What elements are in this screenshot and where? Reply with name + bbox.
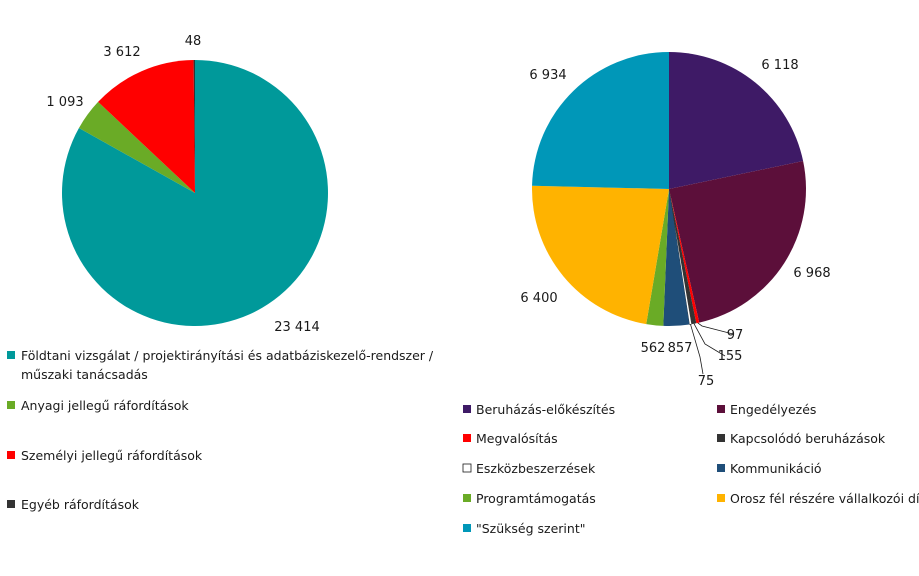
pie2-data-label-beruhazas-elokeszites: 6 118 (761, 58, 798, 73)
legend2-swatch (463, 494, 471, 502)
legend1-item-egyeb-raforditasok: Egyéb ráfordítások (7, 497, 140, 512)
pie2-slice-programtamogatas (646, 189, 669, 326)
legend2-swatch (717, 494, 725, 502)
pie1-data-label-szemelyi-jellegu-raforditasok: 3 612 (103, 45, 140, 60)
legend2-swatch (463, 405, 471, 413)
legend2-swatch (717, 434, 725, 442)
legend1-label: Földtani vizsgálat / projektirányítási é… (21, 348, 434, 363)
pie-chart-costs: 23 414 1 093 3 612 48 (46, 34, 329, 335)
legend1-item-anyagi-jellegu-raforditasok: Anyagi jellegű ráfordítások (7, 398, 189, 413)
legend2-item-kommunikacio: Kommunikáció (717, 461, 822, 476)
pie2-data-label-eszkozbeszerzesek: 75 (698, 374, 715, 389)
pie2-data-label-orosz-fel-reszere-vallalkozoi-dij: 6 400 (520, 291, 557, 306)
legend1-label: Egyéb ráfordítások (21, 497, 140, 512)
pie1-slice-foldtani-vizsgalat-projektiranyitasi-es-adatbaziskezelo-rendszer-muszaki-tanacsadas (62, 60, 329, 326)
legend1-label: műszaki tanácsadás (21, 367, 148, 382)
legend2-label: Megvalósítás (476, 431, 558, 446)
pie1-data-label-egyeb-raforditasok: 48 (185, 34, 202, 49)
legend2-label: Kommunikáció (730, 461, 822, 476)
pie2-data-label-kapcsolodo-beruhazasok: 155 (718, 349, 743, 364)
pie1-data-label-anyagi-jellegu-raforditasok: 1 093 (46, 95, 83, 110)
pie2-leader-eszkozbeszerzesek (690, 324, 704, 375)
legend-budget: Beruházás-előkészítés Engedélyezés Megvaló… (462, 402, 919, 536)
legend-costs: Földtani vizsgálat / projektirányítási é… (7, 348, 434, 512)
legend2-item-szukseg-szerint: "Szükség szerint" (463, 521, 585, 536)
pie2-data-label-szukseg-szerint: 6 934 (529, 68, 566, 83)
legend1-swatch (7, 500, 15, 508)
legend2-item-beruhazas-elokeszites: Beruházás-előkészítés (463, 402, 615, 417)
legend2-swatch (717, 405, 725, 413)
pie1-slice-egyeb-raforditasok (193, 60, 195, 193)
legend2-label: Engedélyezés (730, 402, 816, 417)
legend2-label: "Szükség szerint" (476, 521, 585, 536)
legend2-label: Kapcsolódó beruházások (730, 431, 886, 446)
pie2-slice-beruhazas-elokeszites (669, 52, 804, 189)
pie2-data-label-kommunikacio: 857 (668, 341, 693, 356)
legend2-label: Beruházás-előkészítés (476, 402, 615, 417)
pie2-leader-kapcsolodo-beruhazasok (693, 323, 726, 357)
pie1-slice-szemelyi-jellegu-raforditasok (98, 60, 195, 194)
legend2-item-orosz-fel-reszere-vallalkozoi-dij: Orosz fél részére vállalkozói díj (717, 491, 919, 506)
pie2-slice-kapcsolodo-beruhazasok (669, 189, 697, 325)
pie2-slice-orosz-fel-reszere-vallalkozoi-dij (532, 185, 669, 325)
legend1-label: Anyagi jellegű ráfordítások (21, 398, 189, 413)
pie1-slice-anyagi-jellegu-raforditasok (78, 101, 195, 193)
legend1-swatch (7, 401, 15, 409)
pie1-data-label-foldtani-vizsgalat-projektiranyitasi-es-adatbaziskezelo-rendszer-muszaki-tanacsadas: 23 414 (274, 320, 320, 335)
legend2-label: Orosz fél részére vállalkozói díj (730, 491, 919, 506)
legend2-swatch (717, 464, 725, 472)
pie2-slice-kommunikacio (663, 189, 690, 326)
legend1-item-foldtani-vizsgalat-projektiranyitasi-es-adatbaziskezelo-rendszer-muszaki-tanacsadas: Földtani vizsgálat / projektirányítási é… (7, 348, 434, 382)
legend2-item-megvalositas: Megvalósítás (463, 431, 558, 446)
legend2-swatch (462, 463, 472, 473)
legend1-swatch (7, 351, 15, 359)
pie2-slice-engedelyezes (669, 160, 806, 323)
legend2-item-programtamogatas: Programtámogatás (463, 491, 596, 506)
legend1-item-szemelyi-jellegu-raforditasok: Személyi jellegű ráfordítások (7, 448, 203, 463)
pie2-data-label-programtamogatas: 562 (641, 341, 666, 356)
pie2-slice-megvalositas (669, 189, 700, 324)
legend2-item-engedelyezes: Engedélyezés (717, 402, 816, 417)
pie2-data-label-megvalositas: 97 (727, 328, 744, 343)
legend2-item-eszkozbeszerzesek: Eszközbeszerzések (462, 461, 596, 476)
legend2-swatch (463, 434, 471, 442)
legend1-swatch (7, 451, 15, 459)
legend1-label: Személyi jellegű ráfordítások (21, 448, 203, 463)
legend2-swatch (463, 524, 471, 532)
pie2-leader-megvalositas (697, 322, 734, 335)
legend2-label: Programtámogatás (476, 491, 596, 506)
pie2-slice-szukseg-szerint (532, 52, 669, 189)
legend2-label: Eszközbeszerzések (476, 461, 596, 476)
pie2-data-label-engedelyezes: 6 968 (793, 266, 830, 281)
legend2-item-kapcsolodo-beruhazasok: Kapcsolódó beruházások (717, 431, 886, 446)
